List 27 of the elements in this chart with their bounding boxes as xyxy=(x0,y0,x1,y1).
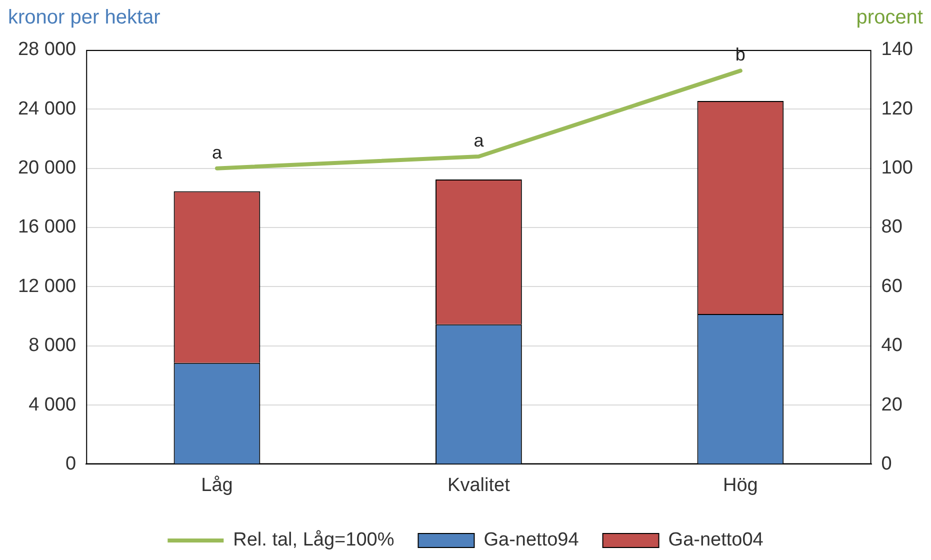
y-axis-title: kronor per hektar xyxy=(8,6,161,29)
y2-tick-label: 60 xyxy=(881,276,902,297)
y2-tick-label: 120 xyxy=(881,98,913,120)
annotation: a xyxy=(212,142,223,162)
y-tick-label: 8 000 xyxy=(28,335,76,356)
y2-axis-title: procent xyxy=(856,6,924,29)
annotation: b xyxy=(735,44,746,65)
y-tick-label: 24 000 xyxy=(18,98,76,120)
x-tick-label: Hög xyxy=(723,474,758,496)
annotation: a xyxy=(474,130,485,150)
y2-tick-label: 0 xyxy=(881,453,892,474)
y-tick-label: 4 000 xyxy=(28,394,76,416)
y2-tick-label: 20 xyxy=(881,394,902,416)
y-tick-label: 0 xyxy=(66,453,76,474)
y-tick-label: 16 000 xyxy=(18,216,76,238)
y2-tick-label: 100 xyxy=(881,158,913,179)
y2-tick-label: 40 xyxy=(881,335,902,356)
x-tick-label: Låg xyxy=(201,474,233,496)
y-tick-label: 20 000 xyxy=(18,158,76,179)
legend-label: Ga-netto04 xyxy=(668,530,764,551)
y2-tick-label: 80 xyxy=(881,216,902,238)
legend-label: Rel. tal, Låg=100% xyxy=(233,530,394,551)
y2-tick-label: 140 xyxy=(881,39,913,60)
y-tick-label: 28 000 xyxy=(18,39,76,60)
y-tick-label: 12 000 xyxy=(18,276,76,297)
legend-label: Ga-netto94 xyxy=(484,530,580,551)
x-tick-label: Kvalitet xyxy=(448,474,511,496)
